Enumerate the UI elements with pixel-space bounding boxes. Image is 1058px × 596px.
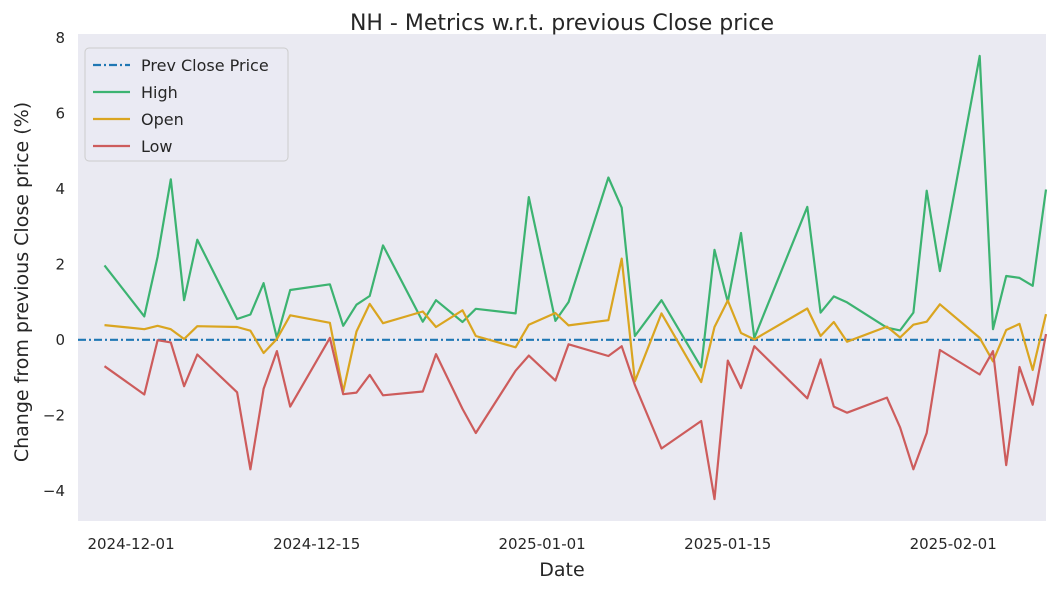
y-tick-label: −2 xyxy=(43,406,65,424)
x-tick-label: 2025-01-01 xyxy=(499,535,586,553)
series-line-low xyxy=(103,333,1048,501)
y-tick-label: 6 xyxy=(55,104,65,122)
y-tick-label: 0 xyxy=(55,331,65,349)
x-tick-label: 2025-01-15 xyxy=(684,535,771,553)
y-axis-title: Change from previous Close price (%) xyxy=(11,102,33,462)
series-line-high xyxy=(103,54,1048,369)
y-axis-ticks: −4 −2 0 2 4 6 8 xyxy=(43,29,65,500)
legend-label-low: Low xyxy=(141,137,173,156)
x-tick-label: 2025-02-01 xyxy=(910,535,997,553)
series-lines xyxy=(78,54,1048,501)
x-tick-label: 2024-12-15 xyxy=(273,535,360,553)
y-tick-label: 2 xyxy=(55,255,65,273)
legend: Prev Close Price High Open Low xyxy=(84,47,289,162)
x-axis-title: Date xyxy=(539,559,584,581)
legend-box xyxy=(84,47,289,162)
y-tick-label: −4 xyxy=(43,482,65,500)
legend-label-high: High xyxy=(141,83,178,102)
x-axis-ticks: 2024-12-01 2024-12-15 2025-01-01 2025-01-15… xyxy=(87,535,996,553)
y-tick-label: 8 xyxy=(55,29,65,47)
y-tick-label: 4 xyxy=(55,180,65,198)
x-tick-label: 2024-12-01 xyxy=(87,535,174,553)
legend-label-prev-close: Prev Close Price xyxy=(141,56,269,75)
chart-title: NH - Metrics w.r.t. previous Close price xyxy=(350,11,774,36)
legend-label-open: Open xyxy=(141,110,184,129)
series-line-open xyxy=(104,257,1048,393)
